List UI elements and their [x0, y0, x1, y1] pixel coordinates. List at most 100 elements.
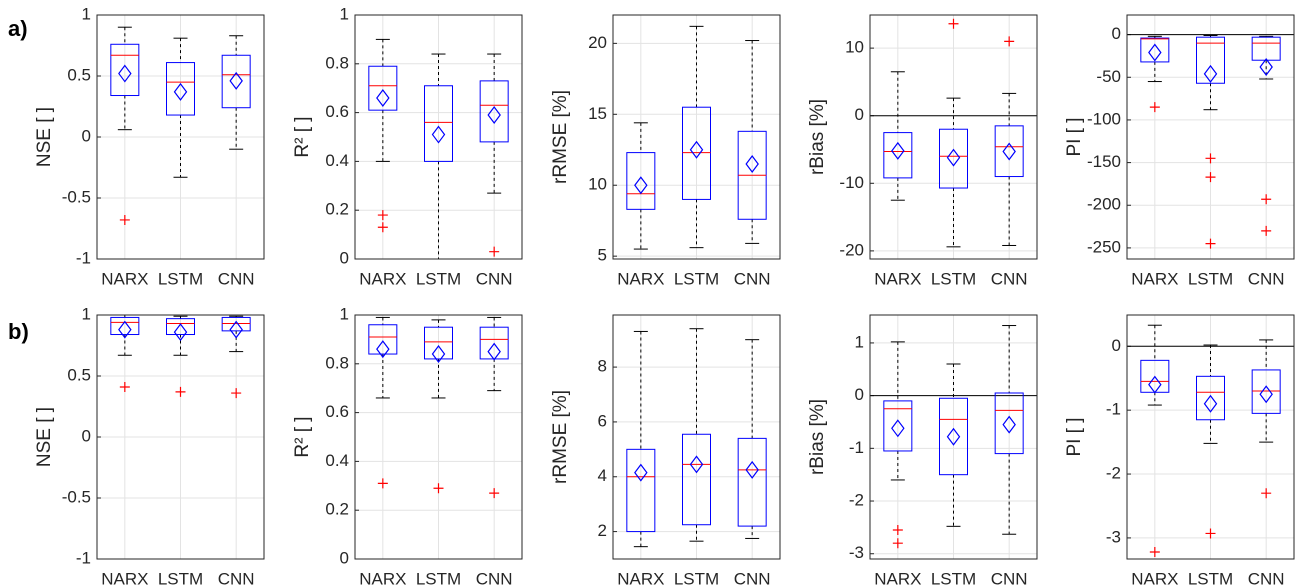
x-tick-label: LSTM [674, 569, 719, 588]
x-tick-label: CNN [991, 569, 1028, 588]
axes-frame [612, 314, 781, 560]
y-tick-label: 0.2 [325, 200, 349, 219]
x-tick-label: LSTM [416, 569, 461, 588]
outlier [433, 483, 444, 494]
x-tick-label: LSTM [158, 569, 203, 588]
mean-marker [1203, 64, 1218, 83]
axes-frame [354, 14, 523, 260]
x-tick-label: CNN [991, 269, 1028, 288]
outlier [1004, 36, 1015, 47]
row-label: b) [8, 319, 29, 344]
outlier [1261, 488, 1272, 499]
box [368, 65, 398, 111]
y-axis-label: PI [ ] [1064, 117, 1085, 156]
x-tick-label: CNN [476, 569, 513, 588]
mean-marker [1203, 394, 1218, 413]
y-tick-label: -1 [76, 248, 91, 267]
y-axis-label: rRMSE [%] [550, 90, 571, 184]
x-tick-label: CNN [476, 269, 513, 288]
axes-frame [96, 314, 265, 560]
y-tick-label: 0 [82, 126, 91, 145]
y-tick-label: 2 [598, 521, 607, 540]
x-tick-label: NARX [1131, 269, 1178, 288]
outlier [175, 386, 186, 397]
box [479, 80, 509, 143]
x-tick-label: NARX [359, 569, 406, 588]
outlier [377, 222, 388, 233]
x-tick-label: NARX [1131, 569, 1178, 588]
box [110, 316, 140, 336]
outlier [1149, 546, 1160, 557]
mean-marker [634, 463, 648, 482]
y-tick-label: 0.8 [325, 53, 349, 72]
y-tick-label: -200 [1087, 195, 1121, 214]
box [424, 85, 453, 162]
y-tick-label: 1 [82, 4, 91, 23]
box [110, 43, 140, 97]
y-tick-label: 0 [1112, 24, 1121, 43]
outlier [1205, 153, 1216, 164]
y-tick-label: 1 [855, 332, 864, 351]
mean-marker [891, 141, 905, 160]
y-tick-label: 0.5 [67, 365, 91, 384]
x-tick-label: NARX [617, 569, 664, 588]
x-tick-label: CNN [734, 569, 771, 588]
box [939, 128, 968, 189]
mean-marker [946, 148, 961, 167]
y-tick-label: -2 [849, 491, 864, 510]
y-tick-label: 1 [340, 304, 349, 323]
outlier [489, 246, 500, 257]
x-tick-label: NARX [874, 569, 921, 588]
box [166, 318, 195, 336]
outlier [1205, 238, 1216, 249]
mean-marker [1259, 385, 1273, 404]
y-axis-label: NSE [ ] [34, 107, 55, 167]
panel: -3 -2 -1 0 NARX LSTM CNN PI [ ] [1064, 314, 1295, 588]
x-tick-label: LSTM [416, 269, 461, 288]
box [1196, 375, 1225, 421]
outlier [489, 488, 500, 499]
mean-marker [689, 140, 704, 159]
x-tick-label: NARX [101, 269, 148, 288]
outlier [1205, 528, 1216, 539]
y-axis-label: R² [ ] [292, 416, 313, 457]
mean-marker [1259, 58, 1273, 77]
y-tick-label: -1 [1106, 400, 1121, 419]
y-tick-label: 0.8 [325, 353, 349, 372]
y-tick-label: 10 [588, 175, 607, 194]
box [166, 62, 195, 116]
outlier [892, 538, 903, 549]
y-tick-label: 5 [598, 246, 607, 265]
box [994, 125, 1024, 178]
mean-marker [1148, 43, 1162, 62]
y-tick-label: 0 [855, 385, 864, 404]
y-tick-label: 0.4 [325, 151, 349, 170]
panel: 5 10 15 20 NARX LSTM CNN rRMSE [%] [550, 14, 781, 288]
axes-frame [612, 14, 781, 260]
box [994, 392, 1024, 455]
y-axis-label: rBias [%] [807, 399, 828, 475]
y-axis-label: rBias [%] [807, 99, 828, 175]
box [1251, 36, 1281, 61]
y-tick-label: 0 [855, 105, 864, 124]
x-tick-label: NARX [101, 569, 148, 588]
mean-marker [376, 88, 390, 107]
panel: 0 0.2 0.4 0.6 0.8 1 NARX LSTM CNN R² [ ] [292, 4, 523, 288]
box [221, 316, 251, 332]
outlier [119, 381, 130, 392]
x-tick-label: NARX [617, 269, 664, 288]
x-tick-label: CNN [218, 569, 255, 588]
outlier [1261, 194, 1272, 205]
panel: 0 0.2 0.4 0.6 0.8 1 NARX LSTM CNN R² [ ] [292, 304, 523, 588]
x-tick-label: LSTM [674, 269, 719, 288]
mean-marker [634, 176, 648, 195]
y-axis-label: NSE [ ] [34, 407, 55, 467]
y-tick-label: -0.5 [62, 187, 91, 206]
outlier [1149, 102, 1160, 113]
y-tick-label: -150 [1087, 152, 1121, 171]
box [1251, 369, 1281, 414]
mean-marker [946, 427, 961, 446]
box [939, 397, 968, 476]
y-axis-label: PI [ ] [1064, 417, 1085, 456]
y-tick-label: -20 [839, 240, 864, 259]
